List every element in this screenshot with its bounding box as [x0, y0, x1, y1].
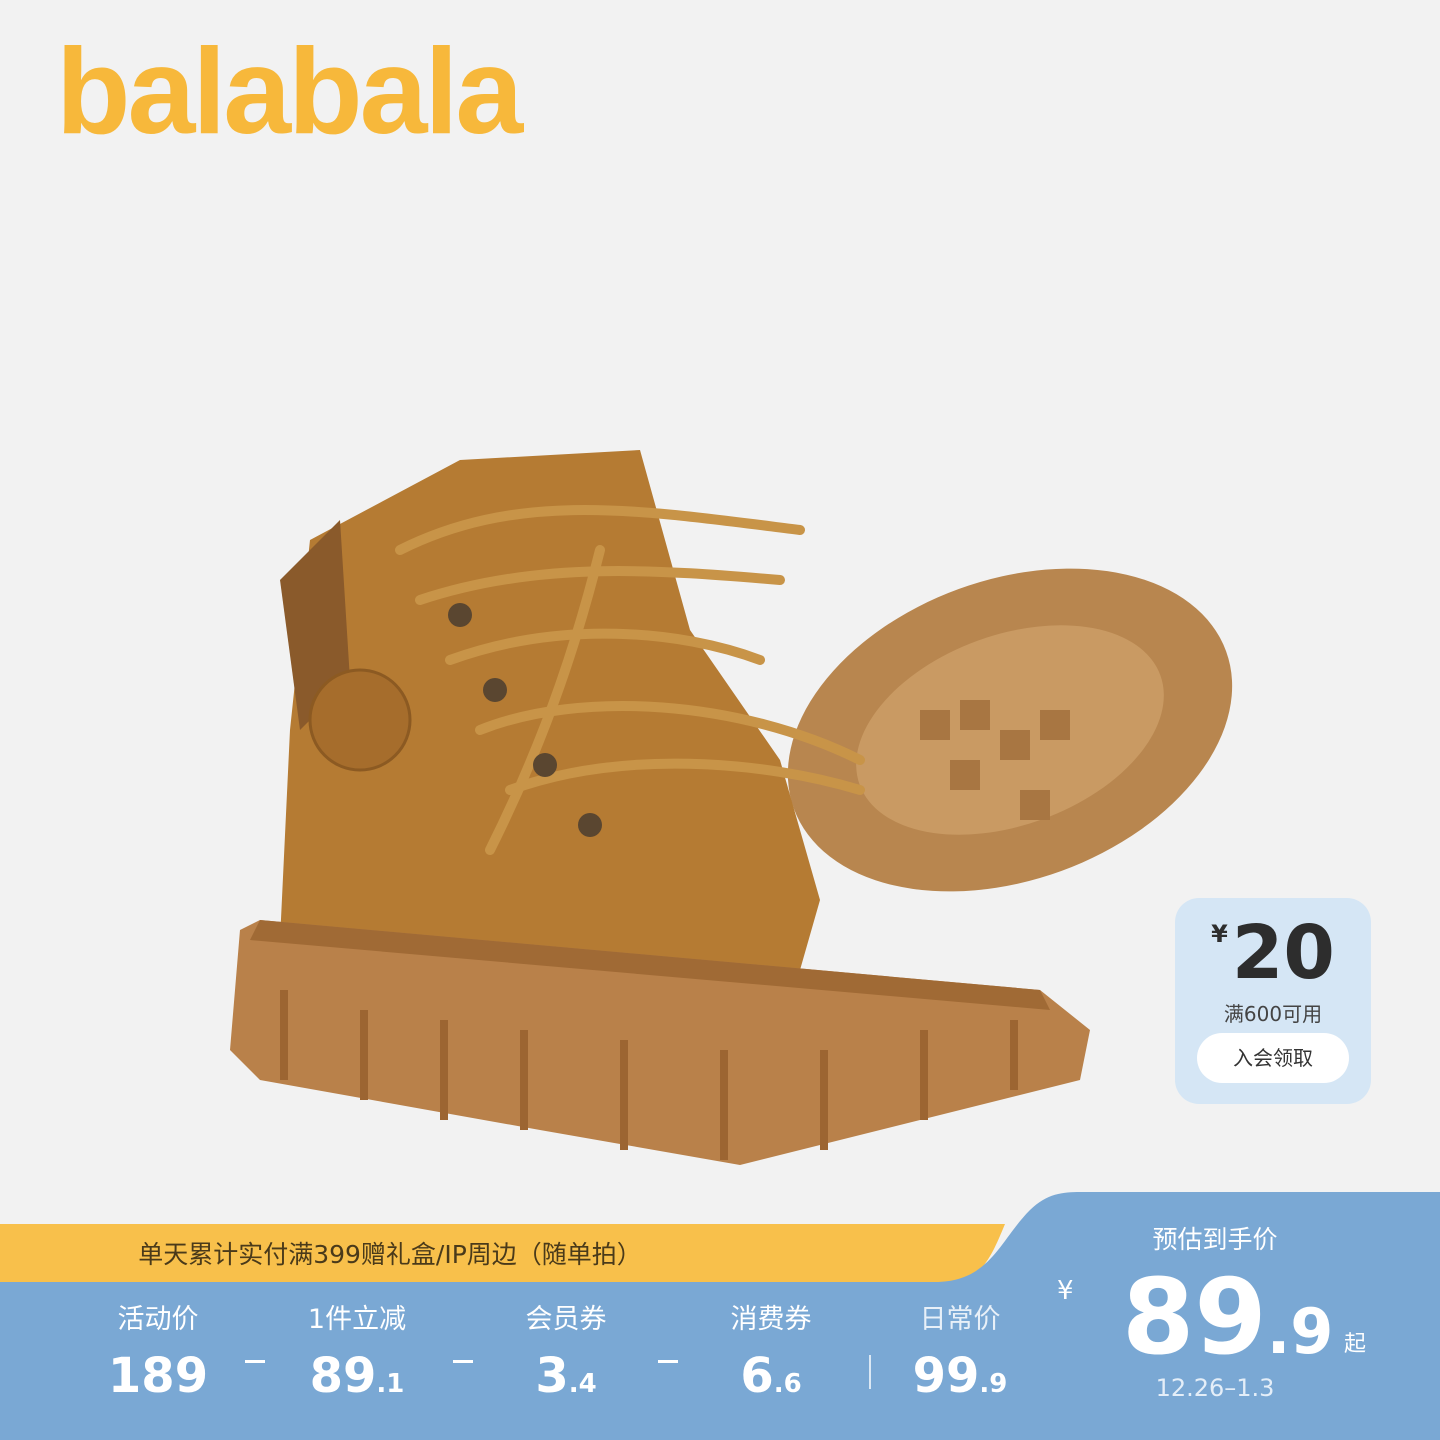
price-item-label: 1件立减: [307, 1304, 407, 1335]
estimated-price-currency: ¥: [1057, 1276, 1074, 1306]
estimated-price: 89.9: [1122, 1260, 1333, 1374]
member-coupon-card: ¥20 满600可用 入会领取: [1175, 898, 1371, 1104]
price-item-label: 活动价: [117, 1304, 199, 1335]
price-item-label: 会员券: [525, 1304, 607, 1335]
price-panel: [0, 1191, 1440, 1440]
promo-banner-text: 单天累计实付满399赠礼盒/IP周边（随单拍）: [138, 1240, 642, 1269]
outsole-tread: [787, 568, 1233, 892]
coupon-condition: 满600可用: [1223, 1002, 1323, 1026]
value-decimal: .9: [979, 1369, 1008, 1399]
price-item-label: 消费券: [730, 1304, 812, 1335]
boot-upper: [280, 450, 865, 970]
estimated-price-suffix: 起: [1344, 1332, 1367, 1357]
promo-band: [0, 1224, 1005, 1284]
price-item-value: 6.6: [671, 1346, 871, 1414]
price-item-label: 日常价: [919, 1304, 1001, 1335]
minus-sign: [453, 1360, 473, 1363]
price-item-consumer-coupon: 消费券 6.6: [671, 1300, 871, 1414]
price-item-value: 99.9: [860, 1346, 1060, 1414]
minus-sign: [658, 1360, 678, 1363]
divider: [869, 1355, 871, 1389]
value-int: 99: [912, 1348, 980, 1404]
value-int: 189: [107, 1348, 209, 1404]
minus-sign: [245, 1360, 265, 1363]
price-item-value: 189: [58, 1346, 258, 1414]
estimated-price-int: 89: [1122, 1256, 1267, 1378]
product-image-boot: [230, 450, 1233, 1165]
value-int: 3: [535, 1348, 569, 1404]
boot-sole: [230, 920, 1090, 1165]
coupon-currency: ¥: [1211, 920, 1228, 948]
price-item-value: 89.1: [257, 1346, 457, 1414]
price-item-member-coupon: 会员券 3.4: [466, 1300, 666, 1414]
price-item-activity: 活动价 189: [58, 1300, 258, 1414]
estimated-price-label: 预估到手价: [1152, 1225, 1278, 1254]
value-int: 6: [740, 1348, 774, 1404]
value-int: 89: [309, 1348, 377, 1404]
value-decimal: .1: [376, 1369, 405, 1399]
price-item-value: 3.4: [466, 1346, 666, 1414]
coupon-amount: ¥20: [1175, 916, 1371, 990]
price-item-instant-discount: 1件立减 89.1: [257, 1300, 457, 1414]
price-item-regular: 日常价 99.9: [860, 1300, 1060, 1414]
promo-date-range: 12.26–1.3: [1155, 1374, 1275, 1402]
coupon-value: 20: [1231, 910, 1335, 996]
brand-logo: balabala: [56, 23, 523, 159]
price-banner-background: [0, 1191, 1440, 1440]
value-decimal: .6: [773, 1369, 802, 1399]
estimated-price-decimal: .9: [1266, 1295, 1334, 1368]
value-decimal: .4: [568, 1369, 597, 1399]
join-claim-button[interactable]: 入会领取: [1197, 1033, 1349, 1083]
